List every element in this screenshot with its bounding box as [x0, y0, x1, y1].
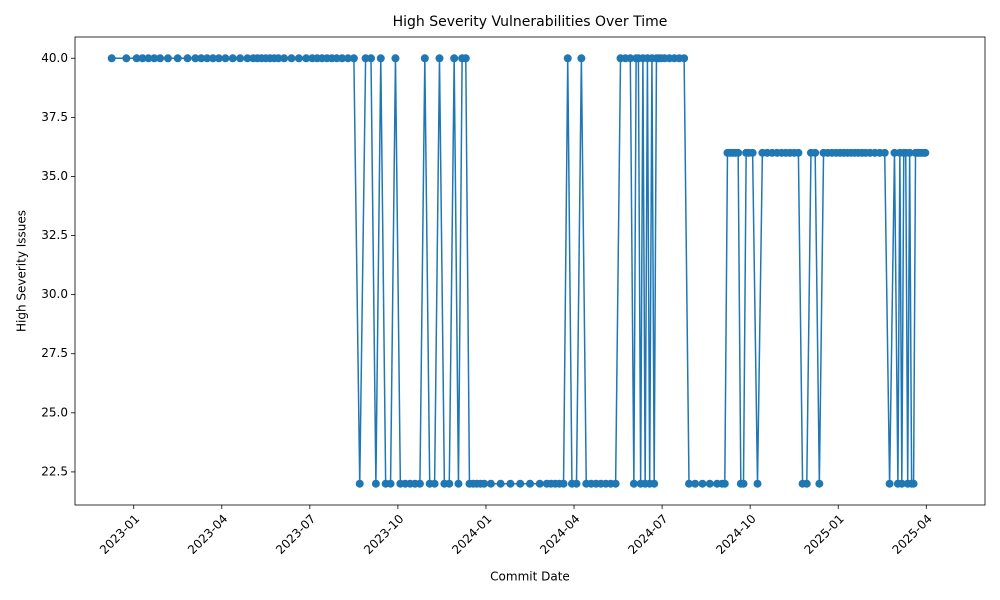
point-marker — [506, 479, 515, 488]
point-marker — [705, 479, 714, 488]
point-marker — [203, 54, 212, 63]
point-marker — [685, 479, 694, 488]
point-marker — [132, 54, 141, 63]
point-marker — [811, 148, 820, 157]
point-marker — [921, 148, 930, 157]
y-tick-label: 32.5 — [41, 228, 68, 242]
point-marker — [748, 148, 757, 157]
point-marker — [150, 54, 159, 63]
point-marker — [376, 54, 385, 63]
chart-title: High Severity Vulnerabilities Over Time — [393, 14, 668, 30]
point-marker — [420, 54, 429, 63]
point-marker — [214, 54, 223, 63]
point-marker — [698, 479, 707, 488]
point-marker — [391, 54, 400, 63]
point-marker — [236, 54, 245, 63]
y-tick-label: 27.5 — [41, 346, 68, 360]
point-marker — [371, 479, 380, 488]
y-tick-label: 25.0 — [41, 405, 68, 419]
point-marker — [880, 148, 889, 157]
point-marker — [280, 54, 289, 63]
point-marker — [691, 479, 700, 488]
point-marker — [450, 54, 459, 63]
point-marker — [122, 54, 131, 63]
point-marker — [734, 148, 743, 157]
y-tick-label: 35.0 — [41, 169, 68, 183]
point-marker — [163, 54, 172, 63]
point-marker — [138, 54, 147, 63]
y-tick-label: 30.0 — [41, 287, 68, 301]
point-marker — [461, 54, 470, 63]
point-marker — [294, 54, 303, 63]
point-marker — [243, 54, 252, 63]
x-axis-label: Commit Date — [490, 570, 570, 584]
point-marker — [516, 479, 525, 488]
point-marker — [680, 54, 689, 63]
point-marker — [349, 54, 358, 63]
point-marker — [626, 54, 635, 63]
point-marker — [366, 54, 375, 63]
point-marker — [144, 54, 153, 63]
point-marker — [287, 54, 296, 63]
point-marker — [228, 54, 237, 63]
point-marker — [794, 148, 803, 157]
point-marker — [173, 54, 182, 63]
point-marker — [338, 54, 347, 63]
point-marker — [344, 54, 352, 63]
point-marker — [535, 479, 544, 488]
point-marker — [197, 54, 206, 63]
point-marker — [629, 479, 638, 488]
point-marker — [435, 54, 444, 63]
point-marker — [415, 479, 424, 488]
point-marker — [611, 479, 620, 488]
point-marker — [572, 479, 581, 488]
point-marker — [563, 54, 572, 63]
y-axis-label: High Severity Issues — [15, 210, 29, 332]
point-marker — [905, 148, 914, 157]
point-marker — [496, 479, 505, 488]
point-marker — [559, 479, 568, 488]
point-marker — [208, 54, 217, 63]
point-marker — [107, 54, 116, 63]
point-marker — [720, 479, 729, 488]
point-marker — [577, 54, 586, 63]
point-marker — [480, 479, 489, 488]
point-marker — [430, 479, 439, 488]
point-marker — [355, 479, 364, 488]
point-marker — [274, 54, 283, 63]
point-marker — [454, 479, 463, 488]
point-marker — [739, 479, 748, 488]
point-marker — [753, 479, 762, 488]
y-tick-label: 40.0 — [41, 51, 68, 65]
point-marker — [445, 479, 454, 488]
point-marker — [183, 54, 192, 63]
point-marker — [486, 479, 495, 488]
point-marker — [909, 479, 918, 488]
point-marker — [221, 54, 230, 63]
point-marker — [191, 54, 200, 63]
point-marker — [386, 479, 395, 488]
plot-frame — [74, 36, 986, 506]
point-marker — [802, 479, 811, 488]
point-marker — [815, 479, 824, 488]
point-marker — [156, 54, 165, 63]
point-marker — [526, 479, 534, 488]
point-marker — [650, 479, 659, 488]
point-marker — [302, 54, 311, 63]
y-tick-label: 37.5 — [41, 110, 68, 124]
point-marker — [897, 479, 906, 488]
point-marker — [885, 479, 894, 488]
y-tick-label: 22.5 — [41, 464, 68, 478]
